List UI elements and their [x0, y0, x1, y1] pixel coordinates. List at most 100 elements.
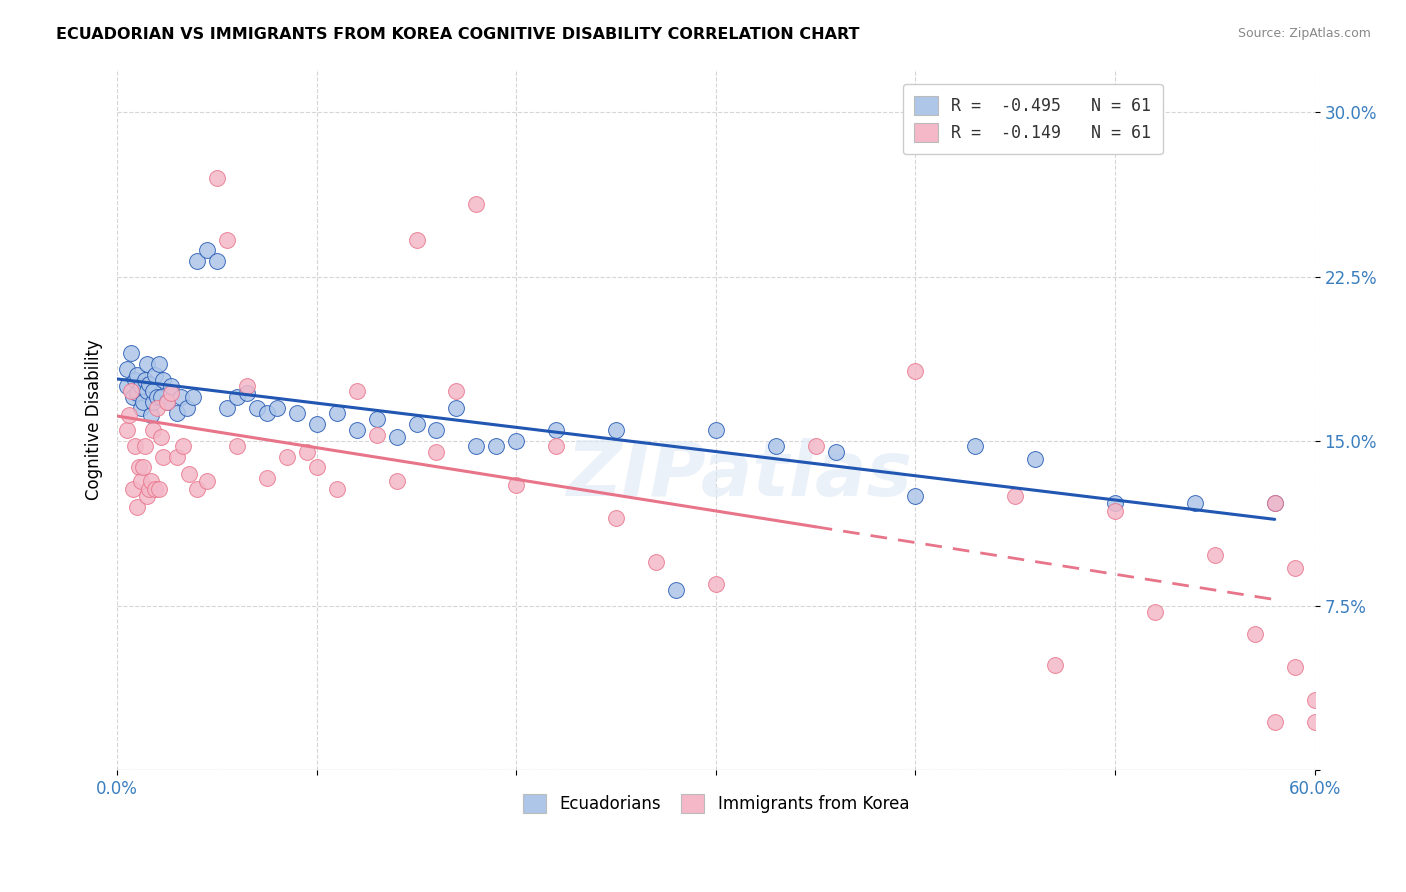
Point: [305, 417, 328, 431]
Point: [446, 401, 468, 416]
Point: [1284, 561, 1306, 575]
Point: [129, 401, 152, 416]
Point: [205, 254, 228, 268]
Point: [146, 401, 169, 416]
Point: [1004, 489, 1026, 503]
Point: [465, 439, 488, 453]
Point: [181, 390, 204, 404]
Point: [132, 460, 155, 475]
Point: [1264, 495, 1286, 509]
Point: [546, 439, 568, 453]
Point: [150, 430, 173, 444]
Point: [1264, 495, 1286, 509]
Point: [118, 408, 141, 422]
Point: [505, 478, 527, 492]
Point: [1024, 451, 1046, 466]
Point: [256, 406, 278, 420]
Point: [138, 483, 160, 497]
Point: [1184, 495, 1206, 509]
Point: [704, 423, 727, 437]
Point: [134, 373, 156, 387]
Point: [305, 460, 328, 475]
Point: [215, 233, 238, 247]
Point: [226, 439, 249, 453]
Point: [127, 368, 149, 383]
Point: [128, 460, 150, 475]
Point: [1284, 660, 1306, 674]
Point: [129, 379, 152, 393]
Point: [236, 379, 259, 393]
Point: [226, 390, 249, 404]
Point: [127, 500, 149, 514]
Point: [124, 373, 146, 387]
Point: [186, 254, 208, 268]
Point: [176, 401, 198, 416]
Point: [765, 439, 787, 453]
Point: [148, 358, 170, 372]
Point: [160, 379, 183, 393]
Point: [120, 346, 142, 360]
Point: [965, 439, 987, 453]
Point: [136, 489, 159, 503]
Point: [266, 401, 288, 416]
Point: [195, 474, 218, 488]
Point: [136, 384, 159, 398]
Point: [285, 406, 308, 420]
Point: [142, 394, 165, 409]
Point: [150, 390, 173, 404]
Point: [605, 423, 627, 437]
Point: [346, 384, 368, 398]
Point: [546, 423, 568, 437]
Point: [138, 377, 160, 392]
Point: [325, 406, 347, 420]
Point: [385, 430, 408, 444]
Point: [139, 474, 162, 488]
Point: [1104, 495, 1126, 509]
Point: [124, 439, 146, 453]
Point: [904, 489, 927, 503]
Point: [143, 368, 166, 383]
Point: [1104, 504, 1126, 518]
Point: [295, 445, 318, 459]
Point: [366, 412, 388, 426]
Text: ECUADORIAN VS IMMIGRANTS FROM KOREA COGNITIVE DISABILITY CORRELATION CHART: ECUADORIAN VS IMMIGRANTS FROM KOREA COGN…: [56, 27, 859, 42]
Point: [134, 439, 156, 453]
Point: [824, 445, 846, 459]
Point: [122, 483, 145, 497]
Point: [115, 361, 138, 376]
Point: [115, 379, 138, 393]
Point: [665, 583, 688, 598]
Point: [205, 171, 228, 186]
Point: [425, 445, 447, 459]
Point: [645, 555, 668, 569]
Point: [136, 358, 159, 372]
Point: [1303, 693, 1326, 707]
Point: [152, 373, 174, 387]
Point: [385, 474, 408, 488]
Point: [405, 233, 427, 247]
Point: [325, 483, 347, 497]
Point: [186, 483, 208, 497]
Point: [142, 423, 165, 437]
Point: [177, 467, 200, 481]
Point: [122, 390, 145, 404]
Legend: Ecuadorians, Immigrants from Korea: Ecuadorians, Immigrants from Korea: [510, 782, 921, 825]
Point: [246, 401, 269, 416]
Point: [605, 511, 627, 525]
Point: [1303, 714, 1326, 729]
Point: [425, 423, 447, 437]
Point: [156, 394, 179, 409]
Point: [505, 434, 527, 449]
Point: [276, 450, 298, 464]
Point: [127, 386, 149, 401]
Point: [215, 401, 238, 416]
Point: [446, 384, 468, 398]
Point: [1264, 714, 1286, 729]
Point: [405, 417, 427, 431]
Point: [142, 384, 165, 398]
Point: [172, 439, 194, 453]
Point: [195, 244, 218, 258]
Point: [120, 384, 142, 398]
Point: [148, 483, 170, 497]
Point: [366, 427, 388, 442]
